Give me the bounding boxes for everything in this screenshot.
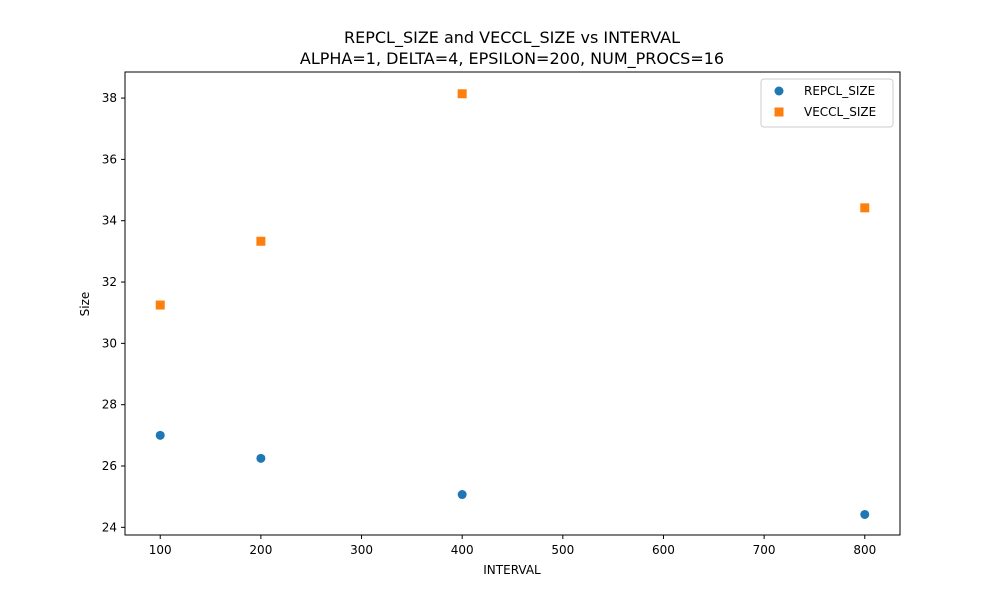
legend-label: REPCL_SIZE [804,84,875,98]
y-tick-label: 30 [102,336,117,350]
y-tick-label: 32 [102,275,117,289]
x-tick-label: 400 [451,543,474,557]
x-tick-label: 200 [249,543,272,557]
y-axis: 24 26 28 30 32 34 36 38 [102,91,125,534]
x-tick-label: 100 [149,543,172,557]
y-tick-label: 26 [102,459,117,473]
x-axis: 100 200 300 400 500 600 700 800 [149,535,876,557]
chart-subtitle: ALPHA=1, DELTA=4, EPSILON=200, NUM_PROCS… [300,49,724,69]
y-tick-label: 38 [102,91,117,105]
repcl-size-point [860,509,870,519]
repcl-size-point [457,490,467,500]
legend: REPCL_SIZE VECCL_SIZE [760,78,894,128]
chart-title: REPCL_SIZE and VECCL_SIZE vs INTERVAL [344,28,680,48]
veccl-size-point [860,203,870,213]
x-tick-label: 800 [853,543,876,557]
legend-label: VECCL_SIZE [804,105,876,119]
y-tick-label: 24 [102,520,117,534]
data-points [155,89,870,519]
legend-marker-veccl-size [774,107,784,117]
x-axis-label: INTERVAL [483,563,541,577]
y-tick-label: 34 [102,214,117,228]
legend-marker-repcl-size [774,86,784,96]
x-tick-label: 600 [652,543,675,557]
y-tick-label: 36 [102,152,117,166]
legend-frame [760,78,894,128]
veccl-size-point [256,236,266,246]
veccl-size-point [457,89,467,99]
plot-frame [124,71,901,536]
repcl-size-point [155,430,165,440]
y-tick-label: 28 [102,398,117,412]
x-tick-label: 300 [350,543,373,557]
repcl-size-point [256,453,266,463]
veccl-size-point [155,300,165,310]
x-tick-label: 700 [753,543,776,557]
x-tick-label: 500 [551,543,574,557]
y-axis-label: Size [78,292,92,317]
plot-area [125,72,900,535]
